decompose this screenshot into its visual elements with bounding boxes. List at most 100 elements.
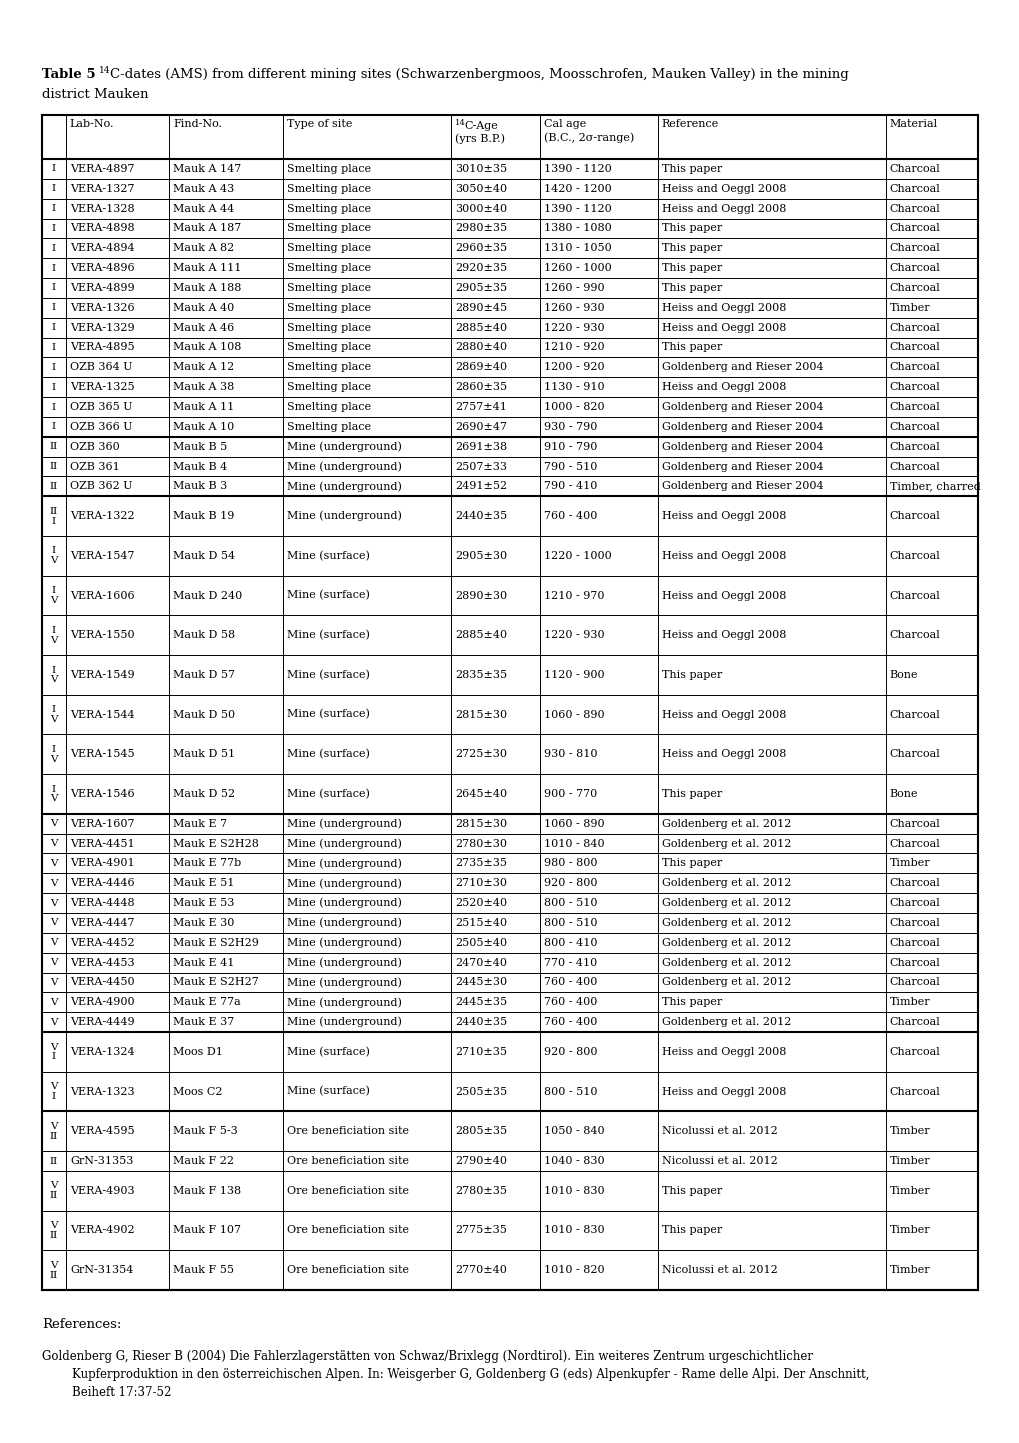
Text: Mauk F 22: Mauk F 22: [173, 1156, 233, 1166]
Text: 800 - 410: 800 - 410: [544, 938, 597, 948]
Text: 2815±30: 2815±30: [454, 710, 507, 720]
Text: Mauk E S2H27: Mauk E S2H27: [173, 977, 259, 987]
Text: 2491±52: 2491±52: [454, 482, 507, 492]
Text: Smelting place: Smelting place: [286, 323, 371, 333]
Text: Mauk E 77b: Mauk E 77b: [173, 859, 242, 869]
Text: 2691±38: 2691±38: [454, 442, 507, 452]
Text: V: V: [50, 997, 58, 1007]
Text: Mauk B 4: Mauk B 4: [173, 462, 227, 472]
Text: 2780±35: 2780±35: [454, 1186, 506, 1196]
Text: Ore beneficiation site: Ore beneficiation site: [286, 1127, 409, 1136]
Text: VERA-1547: VERA-1547: [70, 551, 135, 561]
Text: 2960±35: 2960±35: [454, 244, 507, 254]
Text: This paper: This paper: [661, 342, 721, 352]
Text: 2470±40: 2470±40: [454, 958, 506, 968]
Text: Goldenberg and Rieser 2004: Goldenberg and Rieser 2004: [661, 442, 822, 452]
Text: VERA-4449: VERA-4449: [70, 1017, 135, 1027]
Text: Mauk D 240: Mauk D 240: [173, 590, 243, 600]
Text: Smelting place: Smelting place: [286, 203, 371, 214]
Text: I: I: [52, 203, 56, 214]
Text: This paper: This paper: [661, 859, 721, 869]
Text: Mauk F 5-3: Mauk F 5-3: [173, 1127, 237, 1136]
Text: VERA-1544: VERA-1544: [70, 710, 135, 720]
Text: V: V: [50, 859, 58, 867]
Text: II: II: [50, 1156, 58, 1166]
Text: 2770±40: 2770±40: [454, 1266, 506, 1276]
Text: V: V: [50, 958, 58, 967]
Text: Mine (underground): Mine (underground): [286, 511, 401, 521]
Text: VERA-4898: VERA-4898: [70, 224, 135, 234]
Text: 770 - 410: 770 - 410: [544, 958, 597, 968]
Text: 2885±40: 2885±40: [454, 631, 507, 641]
Text: Smelting place: Smelting place: [286, 165, 371, 175]
Text: Goldenberg et al. 2012: Goldenberg et al. 2012: [661, 879, 791, 889]
Text: Mauk E 30: Mauk E 30: [173, 918, 234, 928]
Text: I
V: I V: [50, 547, 58, 566]
Text: Charcoal: Charcoal: [889, 421, 940, 431]
Text: 1210 - 970: 1210 - 970: [544, 590, 604, 600]
Text: II: II: [50, 462, 58, 470]
Text: Mauk D 58: Mauk D 58: [173, 631, 235, 641]
Text: Charcoal: Charcoal: [889, 183, 940, 193]
Text: Mine (underground): Mine (underground): [286, 818, 401, 828]
Text: 2790±40: 2790±40: [454, 1156, 506, 1166]
Text: Mauk E S2H28: Mauk E S2H28: [173, 838, 259, 848]
Text: 760 - 400: 760 - 400: [544, 997, 597, 1007]
Text: VERA-4895: VERA-4895: [70, 342, 135, 352]
Text: 3010±35: 3010±35: [454, 165, 507, 175]
Text: V: V: [50, 899, 58, 908]
Text: I: I: [52, 283, 56, 293]
Text: 1220 - 1000: 1220 - 1000: [544, 551, 611, 561]
Text: Mine (underground): Mine (underground): [286, 481, 401, 492]
Text: Type of site: Type of site: [286, 118, 353, 128]
Text: VERA-4896: VERA-4896: [70, 263, 135, 273]
Text: Mauk B 3: Mauk B 3: [173, 482, 227, 492]
Text: VERA-1323: VERA-1323: [70, 1087, 135, 1097]
Text: 800 - 510: 800 - 510: [544, 918, 597, 928]
Text: II
I: II I: [50, 506, 58, 525]
Text: Goldenberg et al. 2012: Goldenberg et al. 2012: [661, 918, 791, 928]
Text: Charcoal: Charcoal: [889, 838, 940, 848]
Text: VERA-1546: VERA-1546: [70, 789, 135, 799]
Text: Charcoal: Charcoal: [889, 898, 940, 908]
Text: 1390 - 1120: 1390 - 1120: [544, 165, 611, 175]
Text: 2880±40: 2880±40: [454, 342, 507, 352]
Text: Charcoal: Charcoal: [889, 442, 940, 452]
Text: 2860±35: 2860±35: [454, 382, 507, 392]
Text: Mauk E 51: Mauk E 51: [173, 879, 234, 889]
Text: 2515±40: 2515±40: [454, 918, 507, 928]
Text: VERA-4452: VERA-4452: [70, 938, 135, 948]
Text: Mine (underground): Mine (underground): [286, 442, 401, 452]
Text: Heiss and Oeggl 2008: Heiss and Oeggl 2008: [661, 1087, 786, 1097]
Text: V: V: [50, 918, 58, 928]
Text: Heiss and Oeggl 2008: Heiss and Oeggl 2008: [661, 590, 786, 600]
Text: This paper: This paper: [661, 283, 721, 293]
Text: Mauk E 7: Mauk E 7: [173, 818, 227, 828]
Text: 920 - 800: 920 - 800: [544, 879, 597, 889]
Text: Mauk A 187: Mauk A 187: [173, 224, 242, 234]
Text: OZB 361: OZB 361: [70, 462, 119, 472]
Text: Mauk A 188: Mauk A 188: [173, 283, 242, 293]
Text: C-dates (AMS) from different mining sites (Schwarzenbergmoos, Moosschrofen, Mauk: C-dates (AMS) from different mining site…: [110, 68, 848, 81]
Text: Table 5: Table 5: [42, 68, 96, 81]
Text: Heiss and Oeggl 2008: Heiss and Oeggl 2008: [661, 551, 786, 561]
Text: Mauk F 55: Mauk F 55: [173, 1266, 233, 1276]
Text: 900 - 770: 900 - 770: [544, 789, 597, 799]
Text: VERA-4894: VERA-4894: [70, 244, 135, 254]
Text: 1210 - 920: 1210 - 920: [544, 342, 604, 352]
Text: Goldenberg and Rieser 2004: Goldenberg and Rieser 2004: [661, 462, 822, 472]
Text: 2690±47: 2690±47: [454, 421, 506, 431]
Text: 1040 - 830: 1040 - 830: [544, 1156, 604, 1166]
Text: Mauk E 53: Mauk E 53: [173, 898, 234, 908]
Text: 2440±35: 2440±35: [454, 511, 507, 521]
Text: 2920±35: 2920±35: [454, 263, 507, 273]
Text: VERA-4901: VERA-4901: [70, 859, 135, 869]
Text: C-Age: C-Age: [464, 121, 497, 131]
Text: 930 - 810: 930 - 810: [544, 749, 597, 759]
Text: 1060 - 890: 1060 - 890: [544, 818, 604, 828]
Text: I: I: [52, 403, 56, 411]
Text: 1220 - 930: 1220 - 930: [544, 631, 604, 641]
Text: 1010 - 840: 1010 - 840: [544, 838, 604, 848]
Text: 2710±30: 2710±30: [454, 879, 506, 889]
Text: Goldenberg and Rieser 2004: Goldenberg and Rieser 2004: [661, 482, 822, 492]
